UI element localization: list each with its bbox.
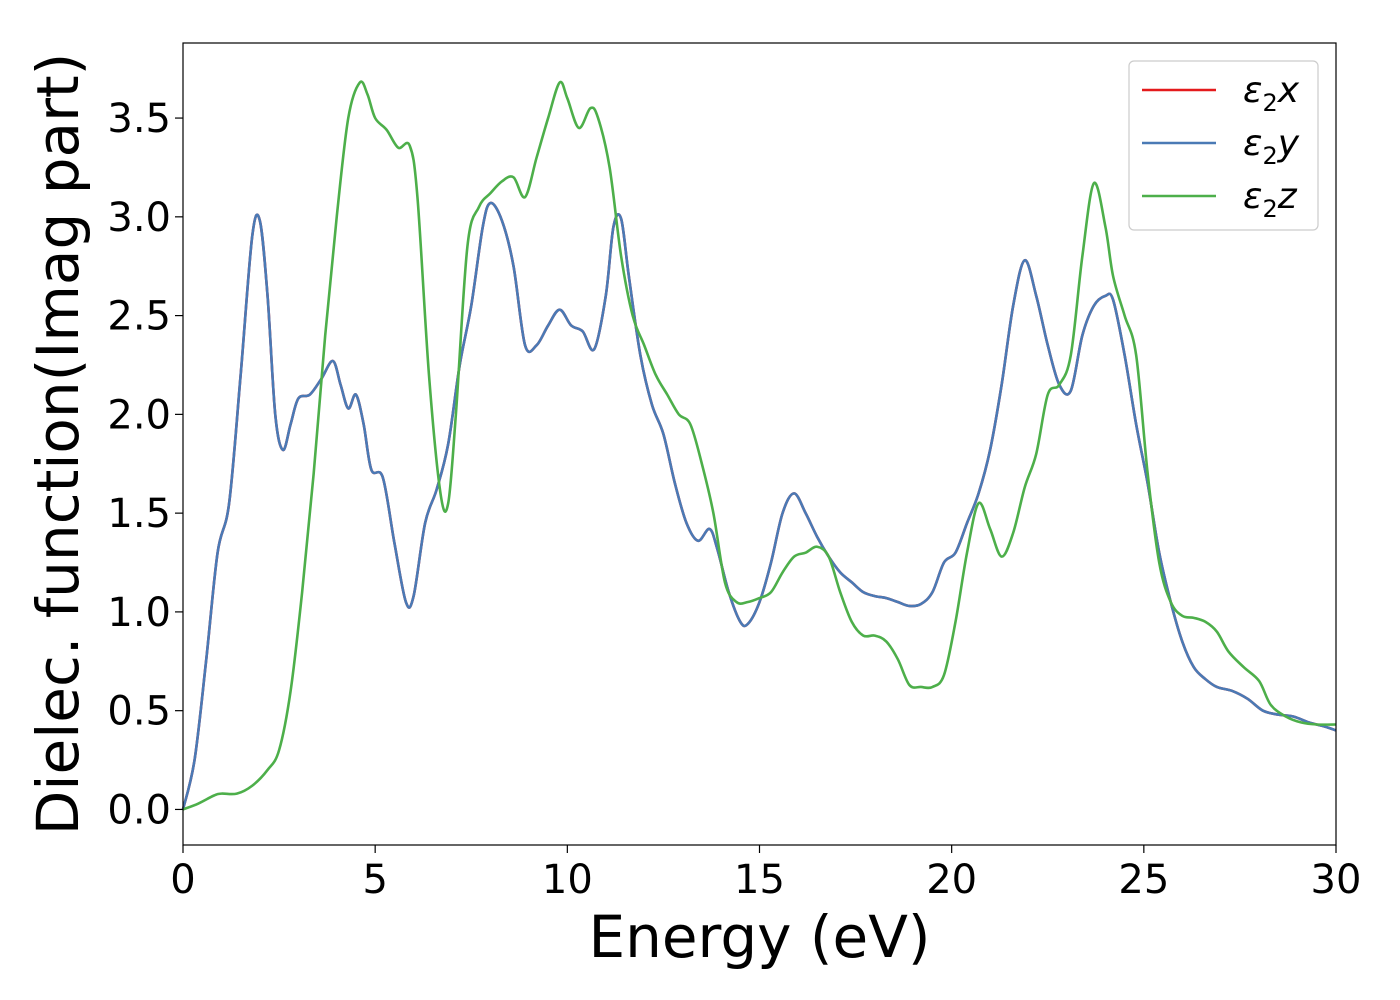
x-tick-label: 25 bbox=[1118, 857, 1169, 903]
series-line-z bbox=[182, 80, 1337, 811]
y-tick-label: 1.5 bbox=[107, 491, 171, 537]
y-axis-ticks: 0.0 0.5 1.0 1.5 2.0 2.5 3.0 3.5 bbox=[107, 96, 183, 833]
legend-label-y: ε2y bbox=[1243, 123, 1300, 170]
y-tick-label: 3.5 bbox=[107, 96, 171, 142]
x-tick-label: 20 bbox=[926, 857, 977, 903]
x-tick-label: 30 bbox=[1311, 857, 1362, 903]
y-tick-label: 0.5 bbox=[107, 689, 171, 735]
y-tick-label: 1.0 bbox=[107, 590, 171, 636]
x-axis-label: Energy (eV) bbox=[588, 903, 930, 971]
legend-label-z: ε2z bbox=[1243, 176, 1298, 223]
legend-label-x: ε2x bbox=[1243, 70, 1300, 117]
x-tick-label: 5 bbox=[362, 857, 387, 903]
series-line-y bbox=[181, 201, 1337, 810]
x-tick-label: 10 bbox=[542, 857, 593, 903]
series-layer bbox=[181, 80, 1337, 811]
legend: ε2x ε2y ε2z bbox=[1128, 60, 1319, 231]
x-tick-label: 0 bbox=[170, 857, 195, 903]
y-tick-label: 3.0 bbox=[107, 195, 171, 241]
y-tick-label: 2.5 bbox=[107, 294, 171, 340]
x-tick-label: 15 bbox=[734, 857, 785, 903]
y-axis-label: Dielec. function(Imag part) bbox=[24, 53, 92, 836]
legend-box bbox=[1128, 60, 1319, 231]
x-axis-ticks: 0 5 10 15 20 25 30 bbox=[170, 845, 1361, 903]
y-tick-label: 0.0 bbox=[107, 787, 171, 833]
y-tick-label: 2.0 bbox=[107, 392, 171, 438]
